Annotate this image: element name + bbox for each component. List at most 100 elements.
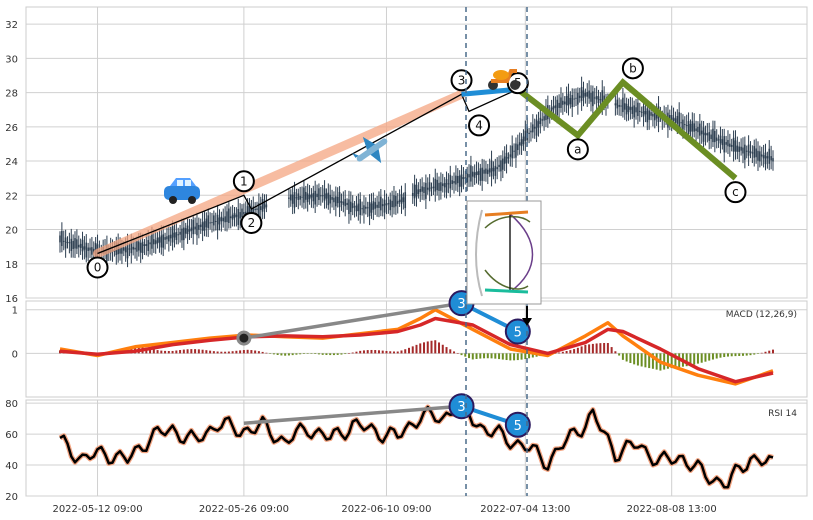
candle-body <box>203 221 206 231</box>
candle-body <box>616 99 619 109</box>
candle-body <box>631 106 634 114</box>
candle-body <box>588 90 590 99</box>
macd-histogram-bar <box>708 353 711 361</box>
candle-body <box>464 177 467 179</box>
candle-body <box>201 222 204 231</box>
candle-body <box>226 211 228 223</box>
candle-body <box>134 247 136 250</box>
macd-histogram-bar <box>749 353 752 356</box>
candle-body <box>218 217 221 225</box>
rsi-wave-marker <box>504 411 531 438</box>
candle-body <box>64 237 67 249</box>
macd-histogram-bar <box>385 350 388 354</box>
price-y-tick: 26 <box>5 123 18 134</box>
candle-body <box>584 92 587 97</box>
candle-body <box>706 133 709 136</box>
macd-histogram-bar <box>392 351 395 354</box>
macd-histogram-bar <box>460 353 463 356</box>
price-panel-frame <box>25 6 808 299</box>
candle-body <box>533 126 536 129</box>
candle-body <box>143 244 146 247</box>
macd-histogram-bar <box>197 349 200 354</box>
macd-histogram-bar <box>220 351 223 354</box>
macd-histogram-bar <box>434 340 437 354</box>
macd-histogram-bar <box>400 350 403 354</box>
candle-body <box>684 124 686 126</box>
candle-body <box>620 105 622 107</box>
candle-body <box>323 188 326 201</box>
candle-body <box>766 156 769 159</box>
corrective-wave-line <box>515 78 738 181</box>
candle-body <box>727 139 729 147</box>
macd-histogram-bar <box>370 349 373 354</box>
rsi-y-tick: 80 <box>5 399 18 410</box>
macd-histogram-bar <box>201 349 204 354</box>
candle-body <box>205 218 208 228</box>
macd-histogram-bar <box>726 353 729 357</box>
candle-body <box>417 189 420 195</box>
macd-histogram-bar <box>149 348 152 354</box>
candle-body <box>162 234 164 248</box>
macd-histogram-bar <box>756 353 759 354</box>
candle-body <box>603 95 605 104</box>
macd-histogram-bar <box>250 350 253 354</box>
candle-body <box>719 135 722 144</box>
candle-body <box>66 241 69 243</box>
candle-body <box>552 106 555 110</box>
macd-histogram-bar <box>475 353 478 359</box>
macd-histogram-bar <box>531 353 534 358</box>
candle-body <box>556 99 559 116</box>
macd-histogram-bar <box>456 353 459 354</box>
macd-histogram-bar <box>426 341 429 354</box>
macd-wave-label-3: 3 <box>457 297 465 312</box>
macd-histogram-bar <box>186 349 189 354</box>
candle-body <box>327 192 330 206</box>
candle-body <box>128 248 131 250</box>
candle-body <box>196 222 198 236</box>
candle-body <box>288 197 290 199</box>
candle-body <box>353 206 356 208</box>
candle-body <box>122 247 125 251</box>
candle-body <box>254 208 256 211</box>
candle-body <box>571 95 574 108</box>
macd-histogram-bar <box>738 353 741 356</box>
macd-histogram-bar <box>498 353 501 360</box>
candle-body <box>468 174 470 178</box>
macd-histogram-bar <box>528 353 531 359</box>
candle-body <box>404 192 407 209</box>
candle-body <box>642 106 645 117</box>
scooter-icon <box>488 69 520 90</box>
candle-body <box>623 103 626 110</box>
candle-body <box>438 182 440 191</box>
macd-histogram-bar <box>614 351 617 354</box>
macd-histogram-bar <box>164 350 167 354</box>
candle-body <box>389 199 392 211</box>
candle-body <box>325 193 328 199</box>
price-y-tick: 20 <box>5 226 18 237</box>
candle-body <box>378 201 380 208</box>
macd-histogram-bar <box>471 353 474 360</box>
macd-histogram-bar <box>644 353 647 368</box>
macd-histogram-bar <box>224 351 227 354</box>
candle-body <box>136 241 138 252</box>
candle-body <box>168 235 170 242</box>
candle-body <box>258 203 260 217</box>
candle-body <box>702 127 705 142</box>
candle-body <box>132 246 134 250</box>
impulse-band <box>93 89 466 258</box>
candle-body <box>700 130 703 135</box>
inset-thumbnail <box>466 200 542 305</box>
candle-body <box>259 206 262 211</box>
candle-body <box>687 121 690 135</box>
macd-histogram-bar <box>167 351 170 354</box>
candle-body <box>175 231 178 241</box>
candle-body <box>68 242 71 244</box>
candle-body <box>79 243 82 248</box>
macd-histogram-bar <box>591 343 594 354</box>
candle-body <box>209 222 211 224</box>
candle-body <box>479 168 482 181</box>
candle-body <box>246 206 249 217</box>
candle-body <box>228 208 230 223</box>
candle-body <box>565 96 568 106</box>
candle-body <box>158 237 161 243</box>
